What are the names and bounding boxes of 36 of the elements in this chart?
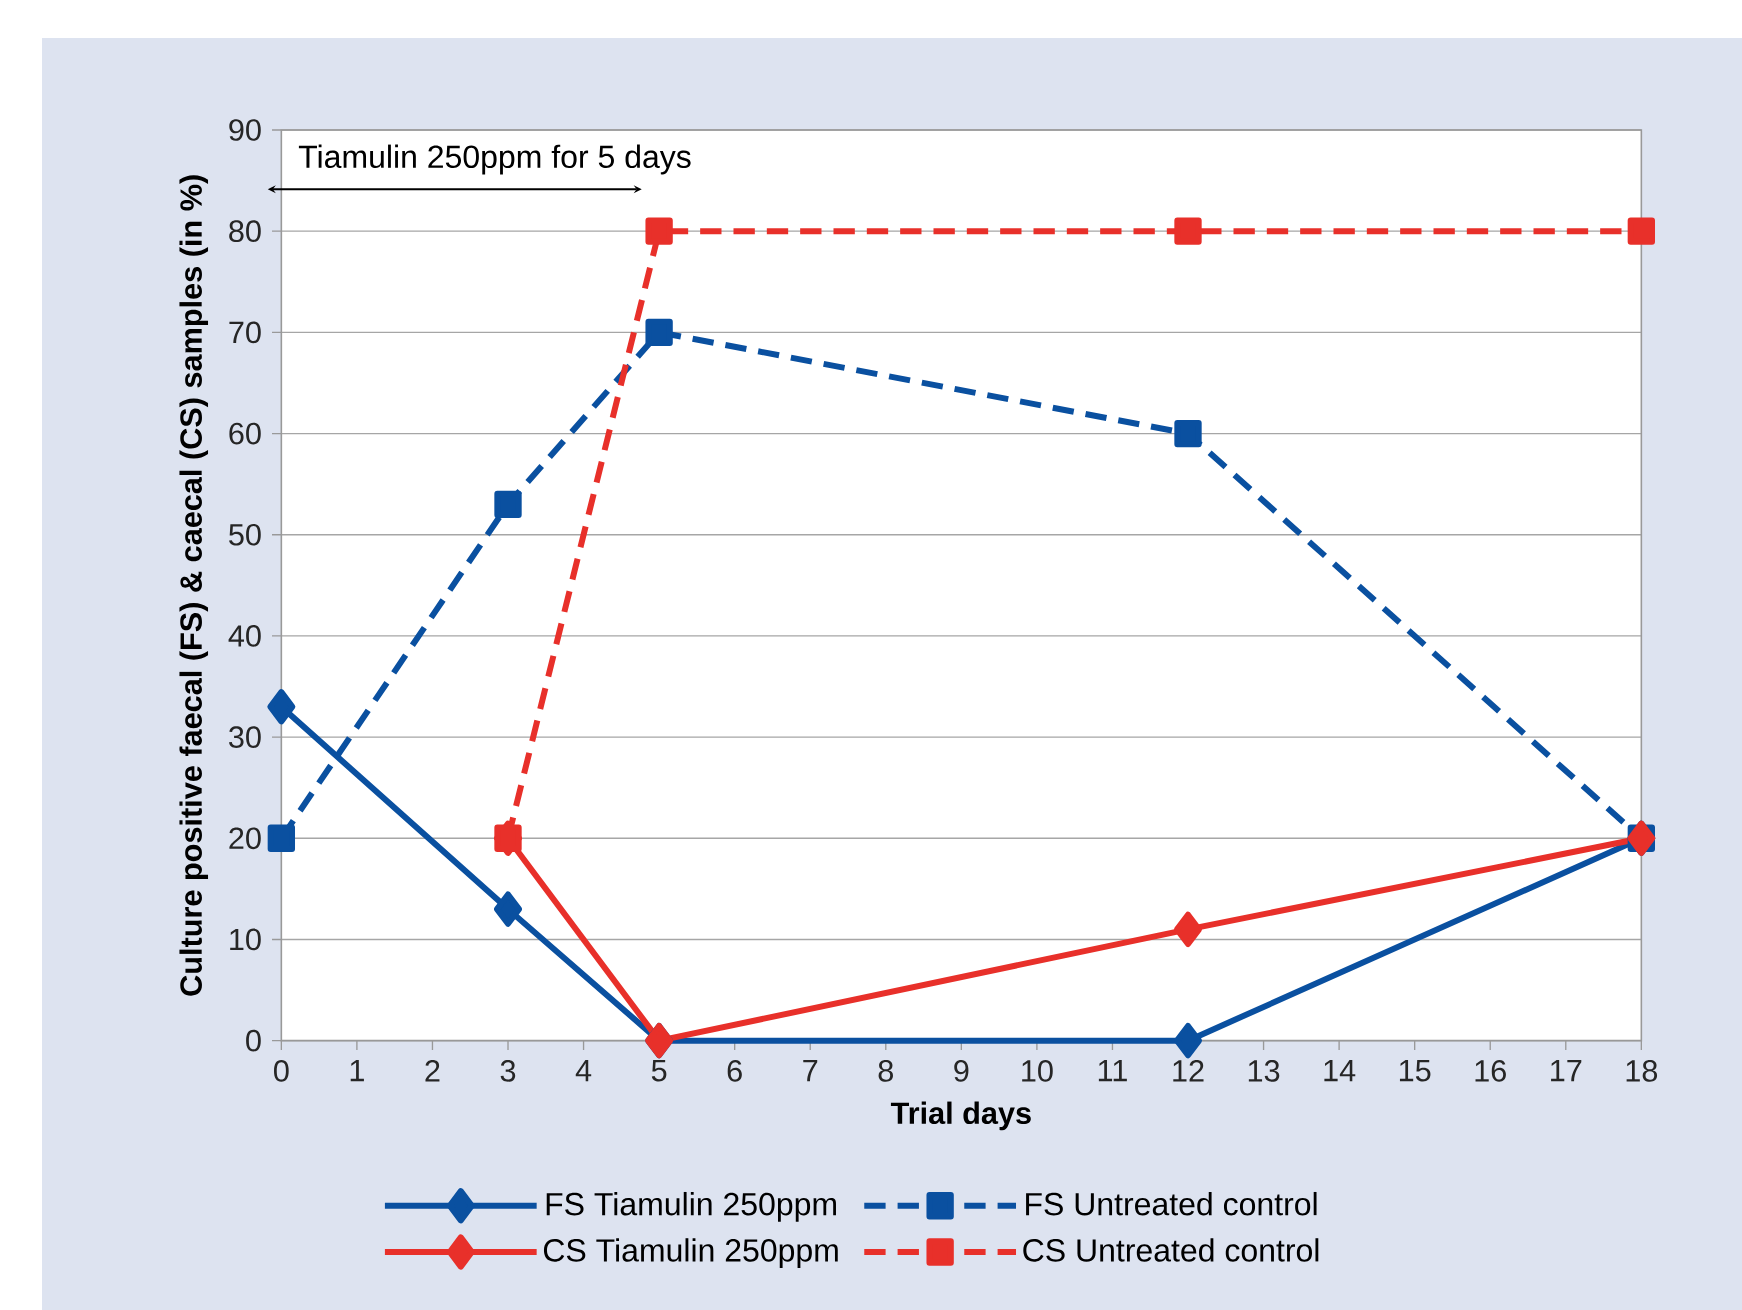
x-tick-label: 4 <box>575 1060 592 1082</box>
y-tick-label: 50 <box>229 523 261 546</box>
x-tick-label: 15 <box>1399 1060 1431 1082</box>
y-tick-label: 60 <box>229 422 261 445</box>
x-tick-label: 16 <box>1475 1060 1506 1082</box>
x-tick-label: 17 <box>1551 1060 1582 1082</box>
x-tick-label: 11 <box>1098 1060 1127 1082</box>
legend-label: FS Tiamulin 250ppm <box>546 1191 836 1222</box>
x-axis-title: Trial days <box>890 1101 1031 1131</box>
x-tick-label: 3 <box>500 1060 516 1082</box>
x-tick-label: 9 <box>954 1060 969 1082</box>
x-tick-label: 18 <box>1626 1060 1658 1082</box>
legend-label: CS Untreated control <box>1023 1238 1319 1262</box>
y-tick-label: 70 <box>229 321 261 344</box>
y-axis-title: Culture positive faecal (FS) & caecal (CS) samples (in %) <box>179 175 209 996</box>
x-tick-label: 0 <box>274 1060 289 1082</box>
y-tick-label: 20 <box>229 827 261 850</box>
x-tick-label: 7 <box>803 1060 818 1082</box>
y-tick-label: 0 <box>246 1029 261 1052</box>
y-tick-label: 40 <box>228 625 261 647</box>
x-tick-label: 10 <box>1022 1060 1053 1082</box>
x-tick-label: 6 <box>727 1060 742 1082</box>
x-tick-label: 5 <box>651 1060 667 1082</box>
x-tick-label: 2 <box>425 1060 440 1082</box>
annotation: Tiamulin 250ppm for 5 days <box>298 144 691 175</box>
legend-label: CS Tiamulin 250ppm <box>543 1238 838 1269</box>
legend-label: FS Untreated control <box>1026 1191 1317 1216</box>
x-tick-label: 8 <box>878 1060 893 1082</box>
y-tick-label: 90 <box>229 119 261 141</box>
y-tick-label: 30 <box>229 726 261 748</box>
x-tick-label: 13 <box>1248 1060 1280 1082</box>
y-tick-label: 10 <box>230 928 261 951</box>
x-tick-label: 12 <box>1173 1060 1204 1082</box>
x-tick-label: 1 <box>350 1060 364 1082</box>
y-tick-label: 80 <box>229 220 261 243</box>
x-tick-label: 14 <box>1324 1060 1356 1082</box>
